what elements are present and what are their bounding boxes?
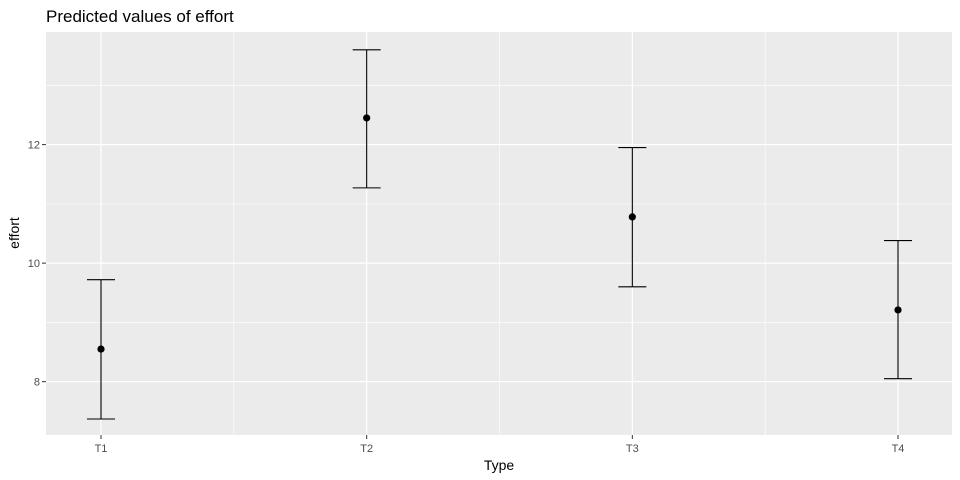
data-point [894, 306, 902, 314]
y-tick-label: 10 [28, 258, 40, 270]
data-marks [87, 49, 912, 420]
x-axis: T1 T2 T3 T4 [95, 435, 905, 455]
data-point [363, 114, 371, 122]
x-tick-label: T2 [360, 443, 373, 455]
y-tick-label: 8 [34, 377, 40, 389]
x-axis-title: Type [484, 457, 515, 473]
plot-panel [46, 32, 952, 435]
x-tick-label: T4 [892, 443, 905, 455]
chart-title: Predicted values of effort [46, 7, 234, 26]
y-axis: 8 10 12 [28, 140, 46, 389]
data-point [97, 345, 105, 353]
x-tick-label: T1 [95, 443, 108, 455]
y-axis-title: effort [6, 217, 22, 249]
y-tick-label: 12 [28, 140, 40, 152]
data-point [628, 213, 636, 221]
x-tick-label: T3 [626, 443, 639, 455]
